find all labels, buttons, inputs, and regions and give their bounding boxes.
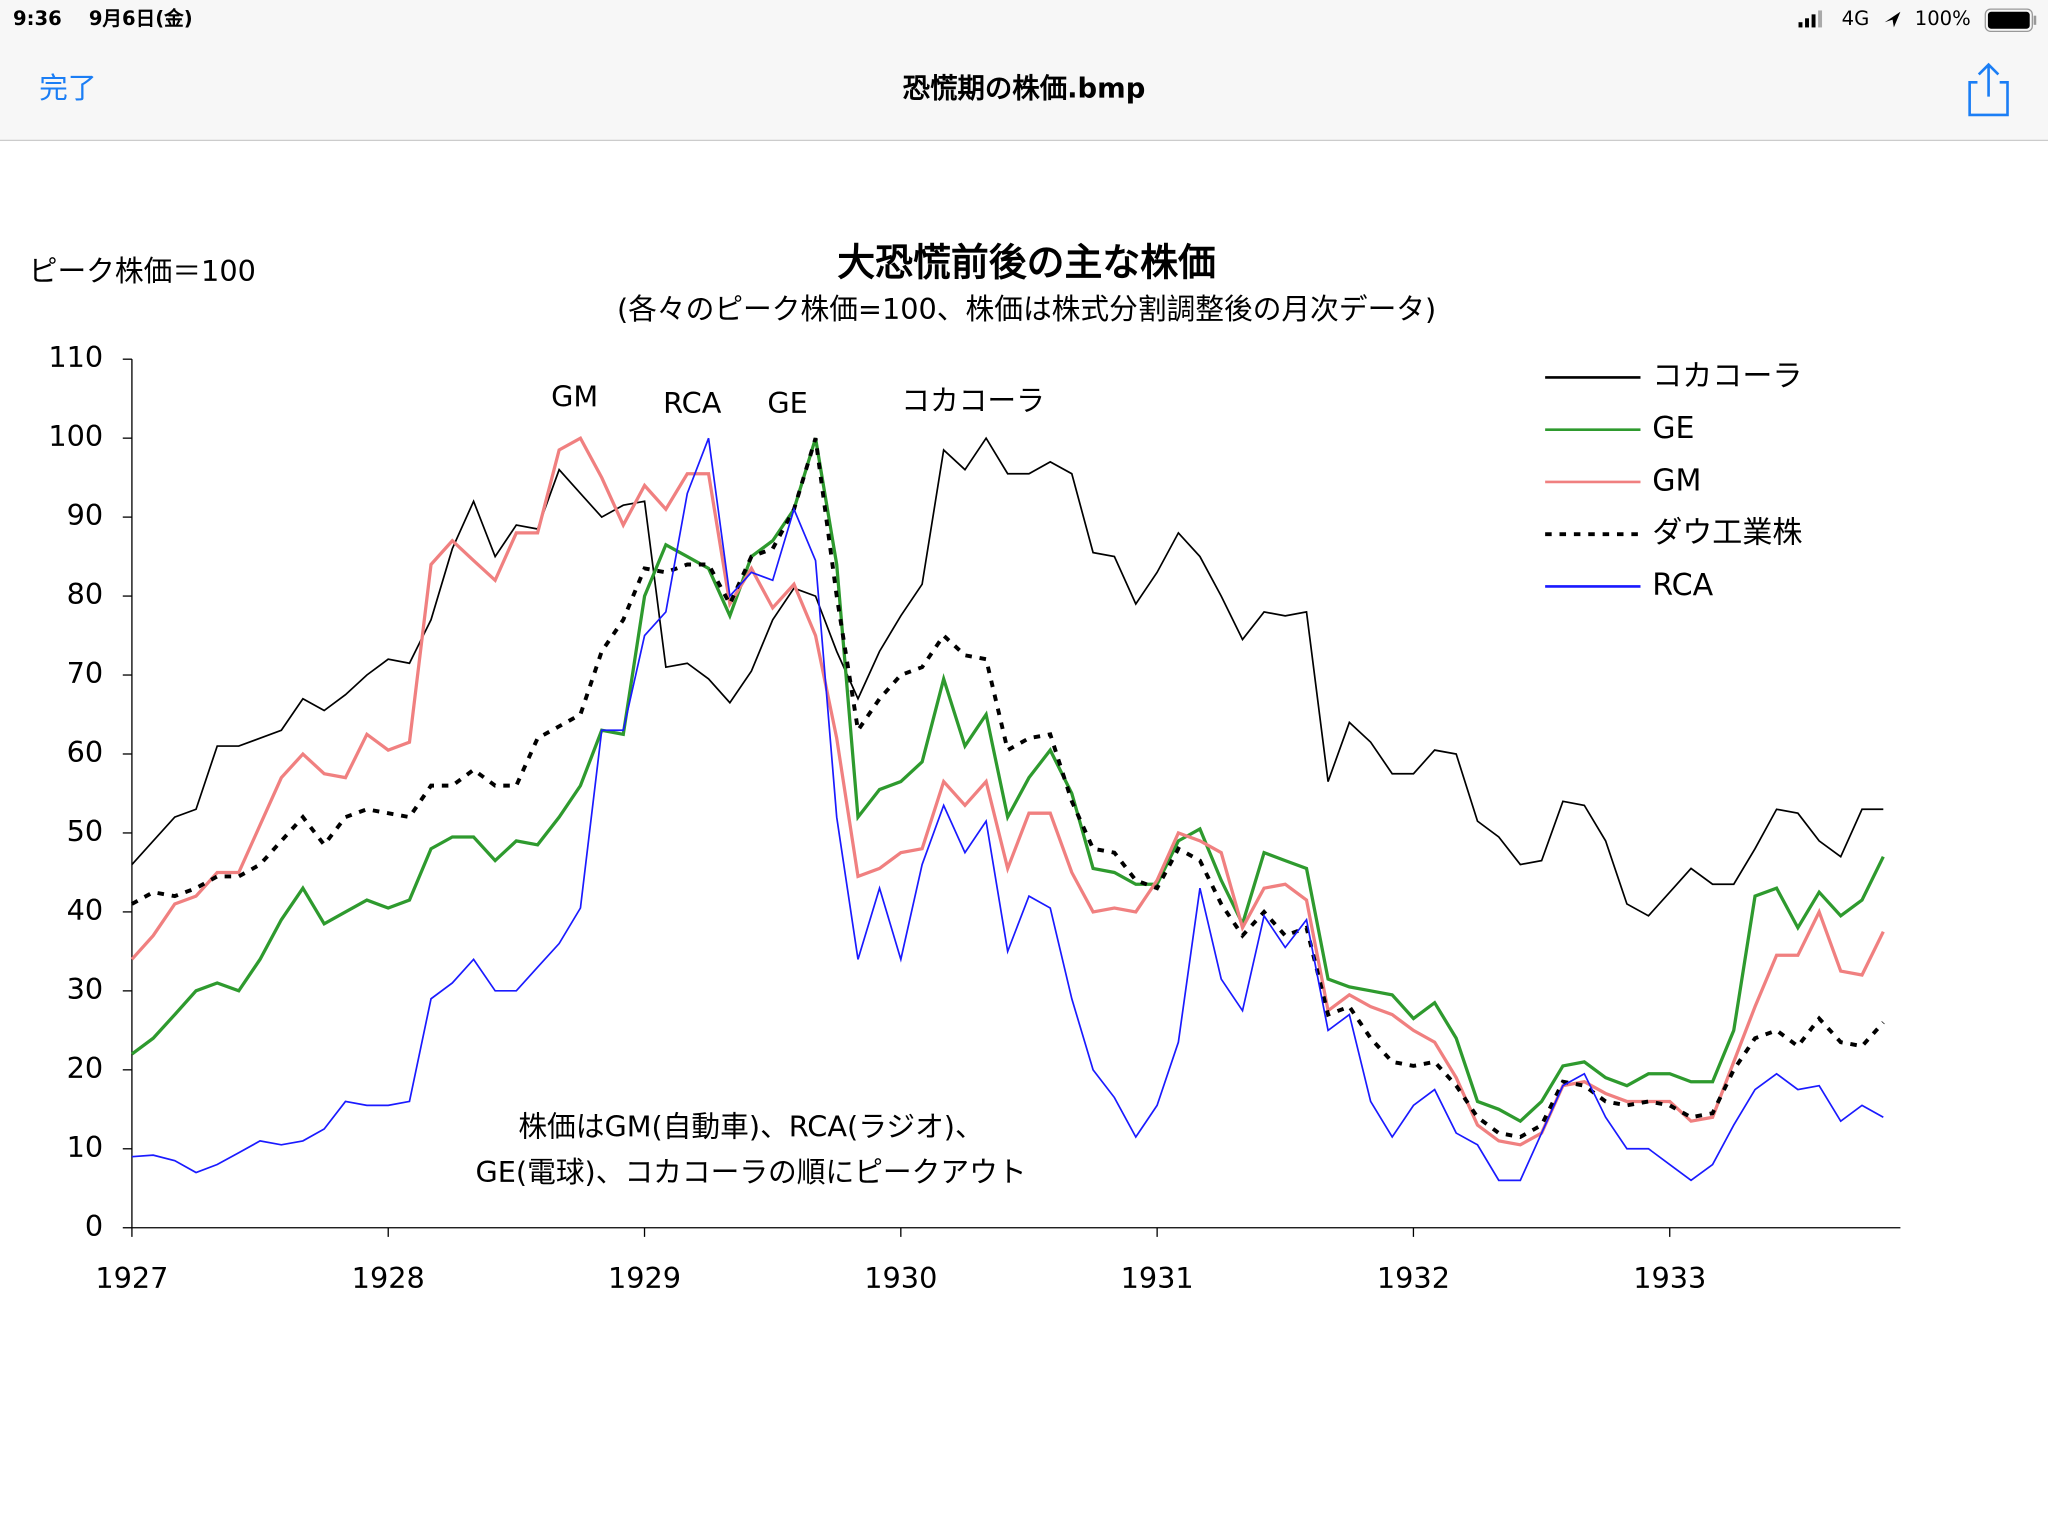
x-tick-label: 1928: [352, 1261, 425, 1295]
status-network: 4G: [1842, 7, 1870, 30]
status-time: 9:36: [13, 7, 62, 30]
y-tick-label: 60: [67, 735, 104, 769]
series-line: [130, 437, 1885, 1124]
annotation: GM: [551, 379, 598, 413]
y-tick-label: 20: [67, 1051, 104, 1085]
annotation: 株価はGM(自動車)、RCA(ラジオ)、: [518, 1109, 983, 1143]
y-tick-label: 30: [67, 972, 104, 1006]
annotation: コカコーラ: [901, 383, 1045, 417]
legend-label: RCA: [1652, 568, 1713, 603]
legend-label: GE: [1652, 411, 1694, 446]
annotation: RCA: [663, 386, 722, 420]
status-battery: 100%: [1915, 7, 1971, 30]
x-tick-label: 1927: [95, 1261, 168, 1295]
share-button[interactable]: [1968, 62, 2009, 117]
x-tick-label: 1933: [1633, 1261, 1706, 1295]
y-tick-label: 90: [67, 498, 104, 532]
x-tick-label: 1929: [608, 1261, 681, 1295]
y-axis-label: ピーク株価＝100: [29, 254, 256, 288]
signal-icon: [1798, 10, 1823, 28]
chart-title: 大恐慌前後の主な株価: [837, 241, 1216, 285]
chart: 大恐慌前後の主な株価 (各々のピーク株価=100、株価は株式分割調整後の月次データ…: [29, 241, 1901, 1295]
done-button[interactable]: 完了: [39, 71, 96, 105]
series-line: [131, 436, 1884, 917]
series-line: [130, 437, 1885, 1140]
y-tick-label: 70: [67, 656, 104, 690]
x-tick-label: 1931: [1121, 1261, 1194, 1295]
y-tick-label: 50: [67, 814, 104, 848]
annotation: GE: [767, 386, 807, 420]
y-tick-label: 100: [48, 419, 103, 453]
y-tick-label: 80: [67, 577, 104, 611]
legend-label: コカコーラ: [1652, 359, 1802, 394]
status-date: 9月6日(金): [89, 7, 193, 30]
series-line: [130, 435, 1885, 1147]
x-tick-label: 1930: [864, 1261, 937, 1295]
nav-title: 恐慌期の株価.bmp: [903, 74, 1146, 105]
battery-icon: [1984, 8, 2037, 32]
x-tick-label: 1932: [1377, 1261, 1450, 1295]
y-tick-label: 10: [67, 1130, 104, 1164]
top-bar: [0, 0, 2048, 142]
chart-subtitle: (各々のピーク株価=100、株価は株式分割調整後の月次データ): [617, 292, 1436, 326]
y-tick-label: 40: [67, 893, 104, 927]
legend-label: ダウ工業株: [1652, 516, 1802, 551]
series-line: [131, 437, 1884, 1182]
y-tick-label: 0: [85, 1209, 103, 1243]
legend-label: GM: [1652, 463, 1701, 498]
location-icon: [1884, 11, 1901, 28]
y-tick-label: 110: [48, 340, 103, 374]
annotation: GE(電球)、コカコーラの順にピークアウト: [476, 1155, 1027, 1189]
